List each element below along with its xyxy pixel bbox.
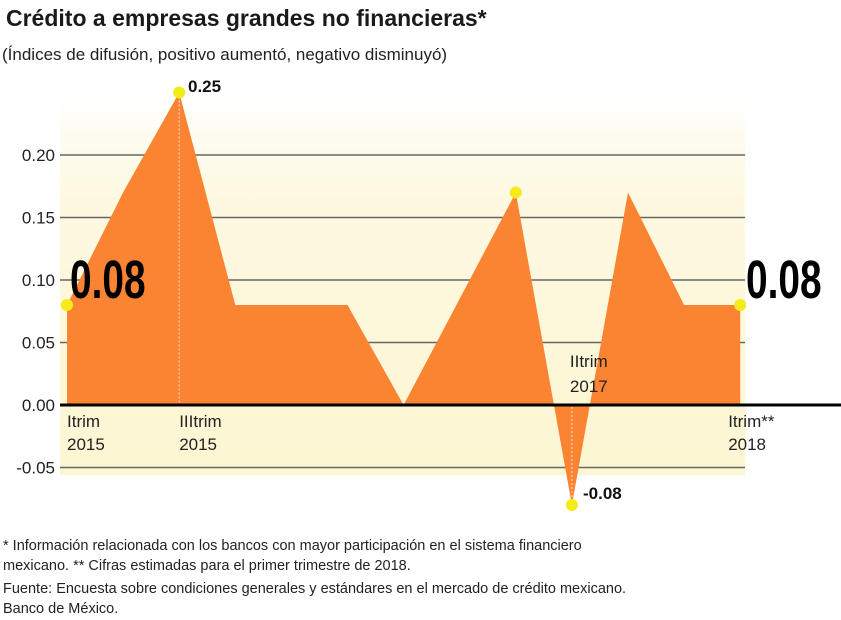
chart-title: Crédito a empresas grandes no financiera… bbox=[6, 5, 487, 31]
data-area bbox=[67, 92, 741, 505]
start-value-label: 0.08 bbox=[70, 249, 146, 310]
x-category-label: IItrim bbox=[570, 352, 608, 371]
trough-label: -0.08 bbox=[583, 484, 622, 503]
peak-label: 0.25 bbox=[188, 77, 221, 96]
y-tick-label: 0.00 bbox=[22, 396, 55, 415]
x-category-label: Itrim bbox=[67, 412, 100, 431]
x-category-label: Itrim** bbox=[728, 412, 775, 431]
x-category-year: 2017 bbox=[570, 377, 608, 396]
data-point-marker bbox=[173, 86, 186, 99]
x-category-year: 2015 bbox=[179, 435, 217, 454]
x-category-year: 2015 bbox=[67, 435, 105, 454]
source-line-2: Banco de México. bbox=[3, 601, 118, 617]
end-value-label: 0.08 bbox=[746, 249, 822, 310]
footnote-2: mexicano. ** Cifras estimadas para el pr… bbox=[3, 558, 411, 574]
x-category-year: 2018 bbox=[728, 435, 766, 454]
x-category-label: IIItrim bbox=[179, 412, 222, 431]
data-point-marker bbox=[734, 299, 747, 311]
y-tick-label: 0.15 bbox=[22, 209, 55, 228]
y-tick-label: 0.20 bbox=[22, 146, 55, 165]
data-point-marker bbox=[509, 186, 522, 199]
y-tick-label: -0.05 bbox=[16, 459, 55, 478]
source-line-1: Fuente: Encuesta sobre condiciones gener… bbox=[3, 581, 626, 597]
data-point-marker bbox=[61, 299, 73, 311]
y-tick-label: 0.05 bbox=[22, 334, 55, 353]
data-point-marker bbox=[565, 499, 578, 511]
y-tick-label: 0.10 bbox=[22, 271, 55, 290]
chart-subtitle: (Índices de difusión, positivo aumentó, … bbox=[2, 45, 447, 64]
footnote-1: * Información relacionada con los bancos… bbox=[3, 538, 582, 554]
